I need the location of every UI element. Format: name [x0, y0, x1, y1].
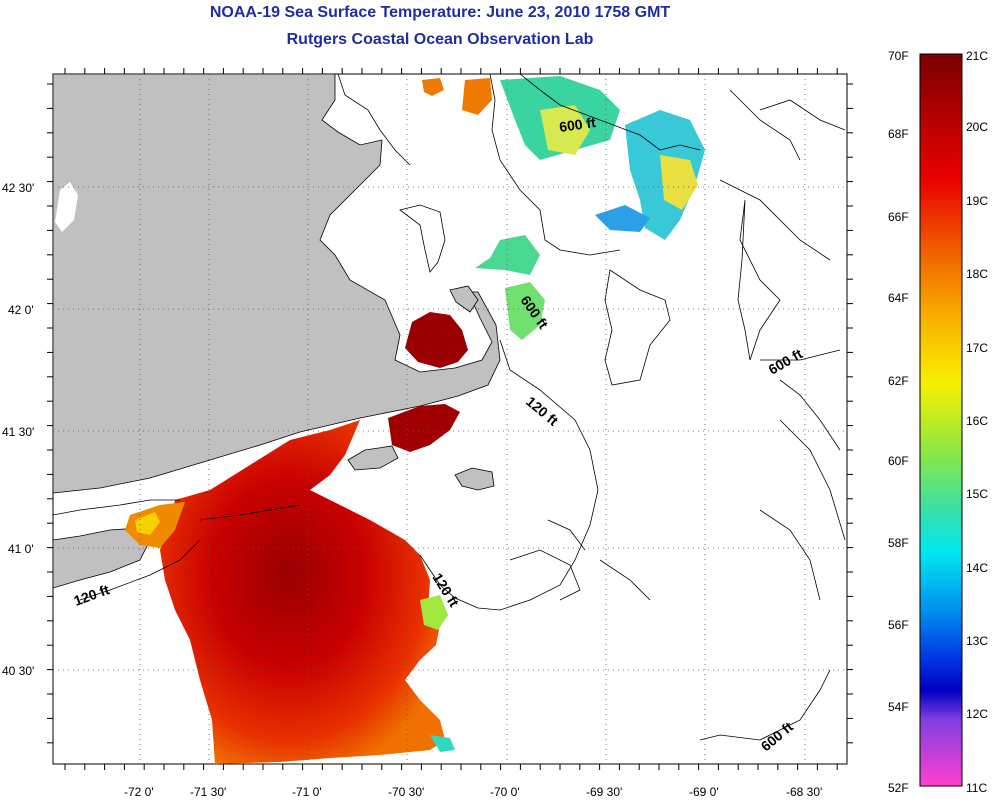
sst-north-orange-2 — [462, 78, 492, 115]
cb-c-18: 18C — [966, 267, 988, 281]
sst-east-yellow — [660, 155, 698, 210]
cb-c-20: 20C — [966, 120, 988, 134]
land-cape-tip — [449, 285, 479, 313]
cb-f-54: 54F — [888, 700, 909, 714]
cb-c-17: 17C — [966, 341, 988, 355]
lon-label-69-30: -69 30' — [586, 785, 622, 799]
sst-cape-outer-cool — [505, 282, 545, 340]
lat-label-40-30: 40 30' — [2, 664, 34, 678]
map-subtitle: Rutgers Coastal Ocean Observation Lab — [286, 31, 594, 48]
lon-label-71-00: -71 0' — [292, 785, 322, 799]
lat-label-42-00: 42 0' — [8, 303, 34, 317]
lat-label-42-30: 42 30' — [2, 181, 34, 195]
lat-label-41-00: 41 0' — [8, 542, 34, 556]
lon-label-70-30: -70 30' — [388, 785, 424, 799]
lon-label-68-30: -68 30' — [786, 785, 822, 799]
cb-f-66: 66F — [888, 210, 909, 224]
cloud-patch — [55, 182, 78, 232]
contour-label-600ft-north: 600 ft — [558, 114, 597, 135]
cb-c-16: 16C — [966, 414, 988, 428]
cb-f-52: 52F — [888, 781, 909, 795]
lon-label-69-00: -69 0' — [689, 785, 719, 799]
bathymetry-contours — [53, 74, 846, 741]
sst-mid-cool — [475, 235, 540, 275]
map-title: NOAA-19 Sea Surface Temperature: June 23… — [209, 4, 671, 21]
grid-lines — [53, 74, 847, 764]
land-long-island — [53, 527, 151, 589]
sst-north-orange — [422, 78, 444, 96]
lon-label-71-30: -71 30' — [190, 785, 226, 799]
sst-yellow-edge — [135, 512, 160, 535]
lon-label-70-00: -70 0' — [490, 785, 520, 799]
cb-c-11: 11C — [966, 781, 987, 795]
cb-c-21: 21C — [966, 49, 988, 63]
lon-label-72-00: -72 0' — [124, 785, 154, 799]
cb-f-68: 68F — [888, 127, 909, 141]
sst-warm-plume — [160, 420, 445, 764]
lat-label-41-30: 41 30' — [2, 425, 34, 439]
cb-c-19: 19C — [966, 194, 988, 208]
sst-nantucket-sound — [388, 404, 460, 452]
sst-south-cyan — [430, 735, 455, 752]
land-new-england — [53, 74, 501, 494]
cb-c-12: 12C — [966, 707, 988, 721]
cb-f-56: 56F — [888, 618, 909, 632]
cb-c-13: 13C — [966, 634, 988, 648]
cb-f-70: 70F — [888, 49, 909, 63]
cb-c-14: 14C — [966, 561, 988, 575]
cb-c-15: 15C — [966, 487, 988, 501]
cb-f-60: 60F — [888, 454, 909, 468]
sst-gulf-of-maine-yellow — [540, 105, 590, 155]
frame-ticks — [47, 68, 853, 770]
land-marthas-vineyard — [347, 445, 399, 471]
colorbar-gradient — [919, 53, 963, 787]
land-nantucket — [454, 467, 495, 491]
sst-blue-fringe — [595, 205, 650, 232]
cb-f-58: 58F — [888, 536, 909, 550]
sst-cape-cod-bay — [405, 312, 468, 368]
cb-f-64: 64F — [888, 291, 909, 305]
cb-f-62: 62F — [888, 374, 909, 388]
sst-south-east-cool — [420, 595, 448, 630]
